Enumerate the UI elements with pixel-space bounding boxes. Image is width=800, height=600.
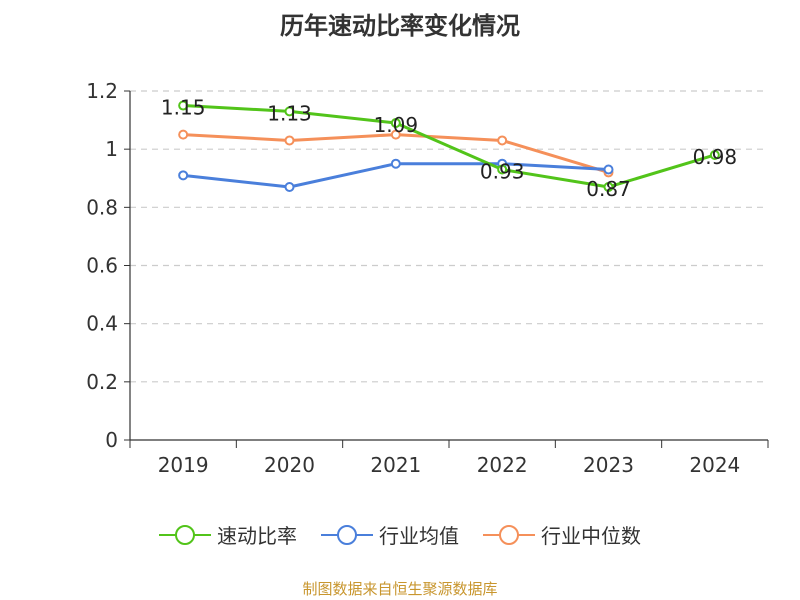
x-tick-label: 2019 <box>158 453 209 477</box>
legend-marker-quick-ratio <box>159 524 211 545</box>
x-tick-label: 2024 <box>689 453 740 477</box>
data-label: 1.09 <box>374 113 419 137</box>
data-point-0 <box>178 100 189 111</box>
legend-label-quick-ratio: 速动比率 <box>217 524 297 548</box>
data-label: 1.13 <box>267 101 312 125</box>
data-label: 1.15 <box>161 96 206 120</box>
data-point-0 <box>284 106 295 117</box>
data-point-2 <box>390 129 401 140</box>
data-point-0 <box>603 181 614 192</box>
x-tick-label: 2021 <box>370 453 421 477</box>
data-point-2 <box>178 129 189 140</box>
legend-label-industry-mean: 行业均值 <box>379 524 459 548</box>
data-label: 0.98 <box>693 145 738 169</box>
source-note: 制图数据来自恒生聚源数据库 <box>302 580 498 598</box>
data-point-0 <box>390 117 401 128</box>
series-line-0 <box>183 104 716 189</box>
data-label: 0.87 <box>586 177 631 201</box>
legend: 速动比率 行业均值 行业中位数 <box>0 520 800 549</box>
y-tick-label: 0.2 <box>86 370 118 394</box>
legend-label-industry-median: 行业中位数 <box>541 524 641 548</box>
data-point-0 <box>497 164 508 175</box>
legend-marker-industry-mean <box>321 524 373 545</box>
x-tick-label: 2020 <box>264 453 315 477</box>
y-tick-label: 1 <box>105 137 118 161</box>
data-label: 0.93 <box>480 160 525 184</box>
y-tick-label: 0 <box>105 428 118 452</box>
chart-title: 历年速动比率变化情况 <box>280 12 520 40</box>
data-point-1 <box>178 170 189 181</box>
legend-marker-industry-median <box>483 524 535 545</box>
legend-item-industry-mean[interactable]: 行业均值 <box>321 520 459 549</box>
legend-item-industry-median[interactable]: 行业中位数 <box>483 520 641 549</box>
data-point-2 <box>284 135 295 146</box>
data-point-1 <box>284 181 295 192</box>
data-point-1 <box>390 158 401 169</box>
y-tick-label: 0.8 <box>86 195 118 219</box>
y-tick-label: 1.2 <box>86 79 118 103</box>
y-tick-label: 0.4 <box>86 312 118 336</box>
data-point-1 <box>603 164 614 175</box>
data-point-0 <box>709 149 720 160</box>
legend-item-quick-ratio[interactable]: 速动比率 <box>159 520 297 549</box>
y-tick-label: 0.6 <box>86 254 118 278</box>
x-tick-label: 2023 <box>583 453 634 477</box>
data-point-2 <box>497 135 508 146</box>
x-tick-label: 2022 <box>477 453 528 477</box>
